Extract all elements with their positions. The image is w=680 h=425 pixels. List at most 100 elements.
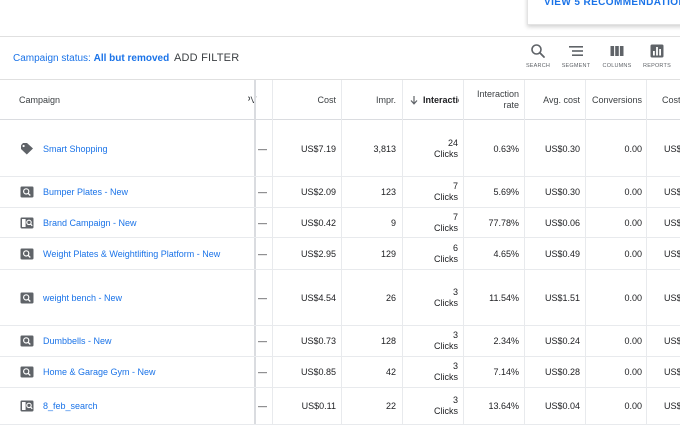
interactions-cell: 3 Clicks <box>409 326 458 356</box>
cost-per-conv-cell: US$0.00 <box>664 143 680 154</box>
table-row[interactable]: Home & Garage Gym - New — US$0.85 42 7.14% US… <box>0 357 680 388</box>
avg-cost-cell: US$0.04 <box>544 401 580 411</box>
interactions-count: 7 <box>452 181 458 191</box>
avg-cost-cell: US$0.30 <box>544 143 580 154</box>
interactions-cell: 24 Clicks <box>409 121 458 176</box>
search-campaign-icon <box>20 335 34 347</box>
search-icon <box>531 44 545 58</box>
top-divider <box>0 36 680 37</box>
column-divider <box>341 80 342 425</box>
frozen-column-divider <box>254 80 256 425</box>
campaign-link[interactable]: Weight Plates & Weightlifting Platform -… <box>43 248 221 259</box>
campaign-status-label: Campaign status: <box>13 53 91 64</box>
campaign-link[interactable]: Dumbbells - New <box>43 336 112 346</box>
interactions-cell: 3 Clicks <box>409 270 458 325</box>
cost-cell: US$0.42 <box>300 217 336 228</box>
tag-icon <box>20 142 34 155</box>
cpv-cell: — <box>258 248 267 259</box>
search-tool-button[interactable]: SEARCH <box>516 43 560 77</box>
cost-cell: US$0.85 <box>300 367 336 377</box>
segment-tool-button[interactable]: SEGMENT <box>554 43 598 77</box>
header-cpv-label: CPV <box>248 95 257 105</box>
cpv-cell: — <box>258 217 267 228</box>
avg-cost-cell: US$0.49 <box>544 248 580 259</box>
header-avg-cost[interactable]: Avg. cost <box>543 95 580 105</box>
column-divider <box>402 80 403 425</box>
avg-cost-cell: US$0.06 <box>544 217 580 228</box>
header-cost[interactable]: Cost <box>317 95 336 105</box>
cpv-cell: — <box>258 187 267 197</box>
table-row[interactable]: weight bench - New — US$4.54 26 11.54% US$1.5… <box>0 270 680 326</box>
interactions-unit: Clicks <box>434 148 458 159</box>
columns-tool-button[interactable]: COLUMNS <box>595 43 639 77</box>
reports-icon <box>650 44 664 58</box>
conversions-cell: 0.00 <box>624 336 642 346</box>
conversions-cell: 0.00 <box>624 248 642 259</box>
interactions-unit: Clicks <box>434 406 458 416</box>
campaign-status-filter[interactable]: Campaign status: All but removed <box>13 53 169 64</box>
interactions-unit: Clicks <box>434 341 458 351</box>
top-strip: VIEW 5 RECOMMENDATIONS <box>0 0 680 36</box>
campaign-link[interactable]: Bumper Plates - New <box>43 187 129 197</box>
filter-divider <box>0 79 680 80</box>
cost-cell: US$0.73 <box>300 336 336 346</box>
campaign-cell: Smart Shopping <box>20 121 254 176</box>
campaign-cell: Bumper Plates - New <box>20 177 254 207</box>
campaign-link[interactable]: Smart Shopping <box>43 143 108 154</box>
interaction-rate-cell: 77.78% <box>488 217 519 228</box>
table-row[interactable]: Brand Campaign - New — US$0.42 9 77.78% US$0.… <box>0 208 680 238</box>
impr-cell: 123 <box>380 187 396 197</box>
impr-cell: 9 <box>390 217 396 228</box>
column-divider <box>524 80 525 425</box>
cost-per-conv-cell: US$0.00 <box>664 367 680 377</box>
conversions-cell: 0.00 <box>624 367 642 377</box>
cpv-cell: — <box>258 143 267 154</box>
interactions-unit: Clicks <box>434 253 458 264</box>
header-conversions[interactable]: Conversions <box>591 95 642 105</box>
display-campaign-icon <box>20 400 34 412</box>
campaign-link[interactable]: Brand Campaign - New <box>43 217 137 228</box>
interactions-unit: Clicks <box>434 222 458 233</box>
table-row[interactable]: Bumper Plates - New — US$2.09 123 5.69% US$0.… <box>0 177 680 208</box>
table-row[interactable]: Weight Plates & Weightlifting Platform -… <box>0 238 680 270</box>
header-cpv[interactable]: CPV <box>248 80 268 120</box>
reports-tool-button[interactable]: REPORTS <box>635 43 679 77</box>
avg-cost-cell: US$1.51 <box>544 292 580 303</box>
conversions-cell: 0.00 <box>624 143 642 154</box>
interactions-count: 3 <box>452 330 458 340</box>
campaign-link[interactable]: weight bench - New <box>43 292 123 303</box>
table-row[interactable]: Dumbbells - New — US$0.73 128 2.34% US$0.24 0.… <box>0 326 680 357</box>
segment-tool-label: SEGMENT <box>561 63 591 69</box>
interactions-count: 6 <box>452 242 458 253</box>
header-interactions-label: Interactions <box>423 95 459 105</box>
interaction-rate-cell: 0.63% <box>493 143 519 154</box>
search-tool-label: SEARCH <box>525 63 551 69</box>
header-interactions[interactable]: Interactions <box>409 80 459 120</box>
cost-per-conv-cell: US$0.00 <box>664 187 680 197</box>
interactions-unit: Clicks <box>434 372 458 382</box>
campaign-link[interactable]: Home & Garage Gym - New <box>43 367 156 377</box>
header-interaction-rate[interactable]: Interaction rate <box>476 89 519 110</box>
campaign-cell: 8_feb_search <box>20 388 254 424</box>
table-row[interactable]: 8_feb_search — US$0.11 22 13.64% US$0.04 0.00 U… <box>0 388 680 425</box>
impr-cell: 129 <box>380 248 396 259</box>
conversions-cell: 0.00 <box>624 401 642 411</box>
interactions-unit: Clicks <box>434 297 458 308</box>
impr-cell: 42 <box>385 367 396 377</box>
table-row[interactable]: Smart Shopping — US$7.19 3,813 0.63% US$0.30 0… <box>0 121 680 177</box>
cost-cell: US$4.54 <box>300 292 336 303</box>
interactions-count: 7 <box>452 211 458 222</box>
campaigns-table: Campaign CPV Cost Impr. Interactions Int… <box>0 80 680 425</box>
avg-cost-cell: US$0.24 <box>544 336 580 346</box>
cost-per-conv-cell: US$0.00 <box>664 292 680 303</box>
cost-cell: US$7.19 <box>300 143 336 154</box>
conversions-cell: 0.00 <box>624 217 642 228</box>
campaign-link[interactable]: 8_feb_search <box>43 401 98 411</box>
view-recommendations-link[interactable]: VIEW 5 RECOMMENDATIONS <box>544 0 680 8</box>
search-campaign-icon <box>20 248 34 260</box>
recommendations-card[interactable]: VIEW 5 RECOMMENDATIONS <box>527 0 680 25</box>
header-campaign[interactable]: Campaign <box>19 95 61 105</box>
header-cost-per-conv[interactable]: Cost / conv. <box>662 80 680 120</box>
add-filter-button[interactable]: ADD FILTER <box>174 52 240 64</box>
header-impr[interactable]: Impr. <box>375 95 396 105</box>
